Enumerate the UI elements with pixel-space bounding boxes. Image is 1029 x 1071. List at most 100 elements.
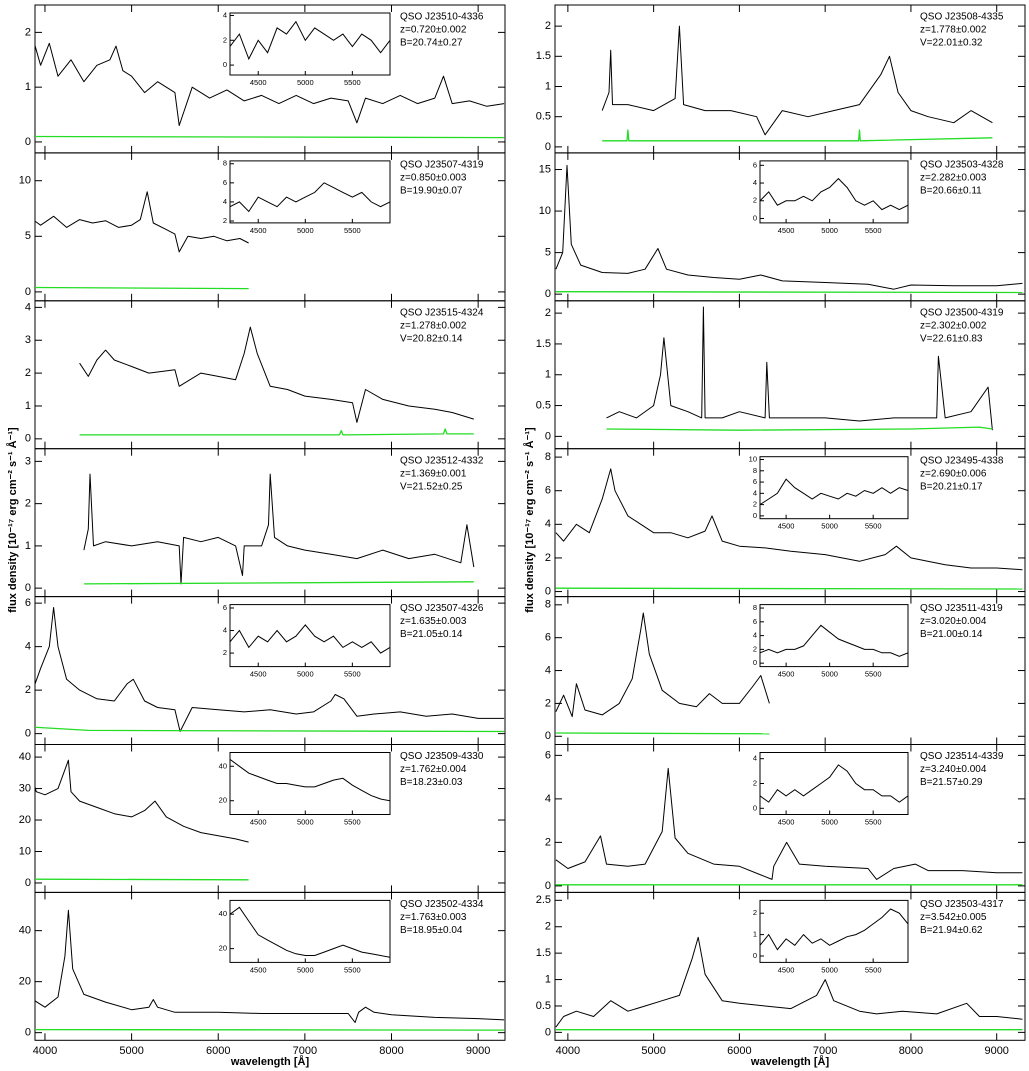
y-tick-label: 4: [545, 793, 551, 805]
y-tick-label: 0: [545, 288, 551, 300]
inset-x-tick-label: 5500: [865, 965, 882, 974]
inset-y-tick-label: 4: [753, 488, 757, 497]
inset-frame: [759, 752, 909, 815]
spectra: [555, 468, 1023, 590]
inset-x-tick-label: 4500: [778, 817, 795, 826]
y-tick-label: 6: [545, 485, 551, 497]
inset-y-tick-label: 6: [223, 178, 227, 187]
inset-line: [230, 182, 390, 213]
x-axis-label: wavelength [Å]: [230, 1055, 310, 1068]
magnitude: B=20.74±0.27: [400, 38, 463, 49]
y-tick-label: 0: [25, 1027, 31, 1039]
y-tick-label: 1: [25, 81, 31, 93]
x-axis-label: wavelength [Å]: [750, 1055, 830, 1068]
qso-name: QSO J23500-4319: [920, 307, 1004, 318]
inset-frame: [229, 12, 391, 76]
inset-y-tick-label: 4: [753, 631, 757, 640]
x-tick-label: 5000: [641, 1045, 665, 1057]
inset-x-tick-label: 5000: [821, 965, 838, 974]
x-tick-label: 9000: [466, 1045, 490, 1057]
spectra: [35, 191, 249, 290]
y-tick-label: 40: [19, 925, 31, 937]
redshift: z=3.542±0.005: [920, 912, 987, 923]
error-line: [35, 135, 505, 139]
y-tick-label: 0.5: [536, 1000, 551, 1012]
inset: 0 2 4 4500 5000 5500: [753, 752, 909, 826]
panel: 0 5 10 QSO J23507-4319 z=0.850±0.003 B=19.90±…: [19, 152, 506, 302]
spectrum-line: [83, 473, 475, 585]
inset-y-tick-label: 2: [753, 778, 757, 787]
inset-x-tick-label: 4500: [250, 965, 267, 974]
inset-frame: [229, 604, 391, 668]
magnitude: B=21.94±0.62: [920, 925, 983, 936]
inset-x-tick-label: 4500: [778, 965, 795, 974]
inset-y-tick-label: 4: [223, 626, 227, 635]
y-tick-label: 8: [545, 451, 551, 463]
inset-y-tick-label: 4: [753, 178, 757, 187]
panel: 0 2 4 6 QSO J23507-4326 z=1.635±0.003 B=21.05±…: [25, 596, 506, 745]
inset-x-tick-label: 5500: [865, 522, 882, 531]
spectrum-line: [35, 42, 505, 126]
redshift: z=1.635±0.003: [400, 616, 467, 627]
spectrum-line: [606, 306, 993, 431]
error-line: [555, 587, 1023, 590]
redshift: z=3.020±0.004: [920, 616, 987, 627]
y-tick-label: 0: [25, 433, 31, 445]
redshift: z=3.240±0.004: [920, 764, 987, 775]
inset-x-tick-label: 5500: [865, 817, 882, 826]
y-tick-label: 0: [545, 585, 551, 597]
qso-name: QSO J23507-4319: [400, 160, 484, 171]
y-tick-label: 40: [19, 751, 31, 763]
panel: 0 5 10 15 QSO J23503-4328 z=2.282±0.003 B=20.6…: [539, 152, 1026, 302]
y-tick-label: 20: [19, 814, 31, 826]
y-tick-label: 2: [545, 836, 551, 848]
error-line: [35, 286, 249, 290]
inset-line: [230, 624, 390, 654]
y-tick-label: 2.5: [536, 894, 551, 906]
y-tick-label: 20: [19, 976, 31, 988]
inset-y-tick-label: 8: [753, 466, 757, 475]
x-tick-label: 7000: [813, 1045, 837, 1057]
panel: 0 0.5 1 1.5 2 QSO J23508-4335 z=1.778±0.002 V=2…: [536, 4, 1026, 154]
spectrum-line: [35, 607, 505, 732]
x-tick-label: 8000: [379, 1045, 403, 1057]
inset-y-tick-label: 0: [753, 511, 757, 520]
panel: 0 0.5 1 1.5 2 2.5 4000 5000 6000 7000 8000 9000 QSO …: [536, 891, 1026, 1057]
inset-line: [760, 177, 908, 211]
y-tick-label: 10: [19, 845, 31, 857]
inset-x-tick-label: 5500: [344, 670, 361, 679]
y-tick-label: 0.5: [536, 399, 551, 411]
qso-name: QSO J23508-4335: [920, 12, 1004, 23]
y-axis-label: flux density [10⁻¹⁷ erg cm⁻² s⁻¹ Å⁻¹]: [6, 427, 19, 613]
qso-name: QSO J23510-4336: [400, 12, 484, 23]
spectra: [606, 306, 993, 431]
magnitude: V=21.52±0.25: [400, 481, 463, 492]
inset-line: [230, 758, 390, 802]
y-tick-label: 3: [25, 455, 31, 467]
inset-y-tick-label: 4: [223, 10, 227, 19]
error-line: [602, 129, 993, 142]
y-tick-label: 0: [545, 141, 551, 153]
inset-y-tick-label: 40: [219, 761, 227, 770]
spectra: [555, 164, 1023, 294]
inset-y-tick-label: 2: [753, 644, 757, 653]
x-tick-label: 8000: [899, 1045, 923, 1057]
y-tick-label: 0: [25, 136, 31, 148]
spectra: [555, 612, 770, 735]
inset-y-tick-label: 20: [219, 944, 227, 953]
inset-y-tick-label: 2: [223, 216, 227, 225]
qso-name: QSO J23515-4324: [400, 307, 484, 318]
spectrum-line: [601, 25, 993, 136]
inset-x-tick-label: 5500: [344, 965, 361, 974]
x-tick-label: 5000: [119, 1045, 143, 1057]
spectrum-line: [35, 759, 249, 843]
magnitude: B=21.05±0.14: [400, 629, 463, 640]
error-line: [606, 426, 993, 431]
inset-y-tick-label: 6: [753, 477, 757, 486]
inset-y-tick-label: 2: [753, 196, 757, 205]
x-tick-label: 4000: [33, 1045, 57, 1057]
magnitude: B=21.00±0.14: [920, 629, 983, 640]
panel: 0 0.5 1 1.5 2 QSO J23500-4319 z=2.302±0.002 V=2…: [536, 300, 1026, 450]
spectra: [83, 473, 475, 585]
inset-x-tick-label: 4500: [250, 817, 267, 826]
